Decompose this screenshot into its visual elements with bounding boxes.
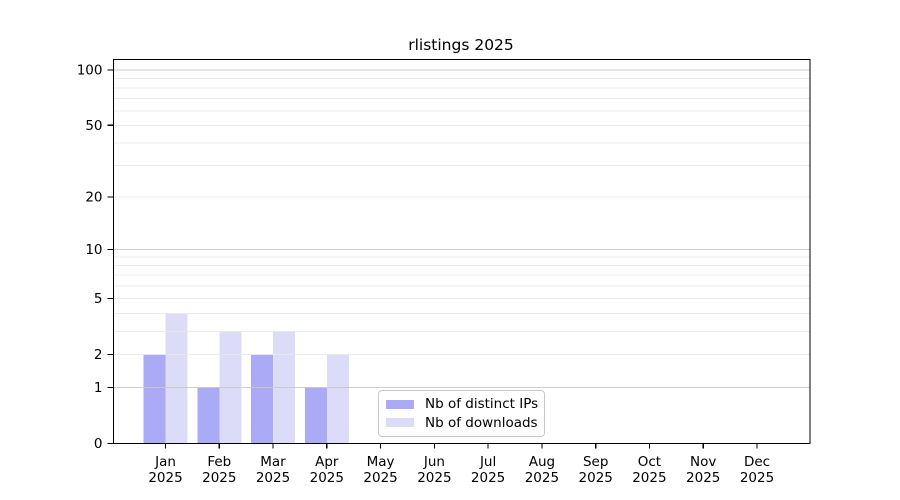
x-tick-label-mar: Mar 2025 <box>256 454 290 486</box>
chart-title: rlistings 2025 <box>408 36 514 54</box>
x-tick-label-aug: Aug 2025 <box>525 454 559 486</box>
legend-item: Nb of distinct IPs <box>386 396 538 412</box>
grid-layer <box>113 69 810 388</box>
bar-nb-of-downloads-jan <box>165 313 188 444</box>
y-tick-label: 20 <box>85 190 102 206</box>
x-tick-label-oct: Oct 2025 <box>632 454 666 486</box>
x-tick-label-jan: Jan 2025 <box>148 454 182 486</box>
y-tick-label: 2 <box>94 347 103 363</box>
axes-layer: 0 1 2 5 10 20 50 100 Jan 2025 Feb 2025 Mar 2025 Apr 202… <box>77 58 811 486</box>
bar-nb-of-distinct-ips-feb <box>197 387 220 444</box>
bar-nb-of-distinct-ips-jan <box>143 354 166 444</box>
y-tick-label: 5 <box>94 291 103 307</box>
legend-label: Nb of distinct IPs <box>425 396 539 413</box>
bar-nb-of-distinct-ips-mar <box>251 354 273 444</box>
legend: Nb of distinct IPs Nb of downloads <box>378 390 545 437</box>
x-tick-label-sep: Sep 2025 <box>579 454 613 486</box>
x-tick-label-feb: Feb 2025 <box>202 454 236 486</box>
y-tick-label: 10 <box>85 242 102 258</box>
legend-item: Nb of downloads <box>386 415 538 431</box>
x-tick-label-apr: Apr 2025 <box>310 454 344 486</box>
legend-swatch-distinct-ips <box>386 399 414 409</box>
plot-frame <box>112 58 811 445</box>
y-tick-label: 1 <box>94 380 103 396</box>
legend-swatch-downloads <box>386 418 414 428</box>
bar-nb-of-distinct-ips-apr <box>304 387 327 444</box>
y-tick-label: 50 <box>85 118 102 134</box>
x-tick-label-jun: Jun 2025 <box>417 454 451 486</box>
y-tick-label: 100 <box>77 63 103 79</box>
legend-label: Nb of downloads <box>425 414 538 431</box>
x-tick-label-jul: Jul 2025 <box>471 454 505 486</box>
bar-nb-of-downloads-apr <box>326 354 349 444</box>
x-tick-label-may: May 2025 <box>363 454 397 486</box>
x-tick-label-dec: Dec 2025 <box>740 454 774 486</box>
bars-layer <box>143 313 349 444</box>
x-tick-label-nov: Nov 2025 <box>686 454 720 486</box>
y-tick-label: 0 <box>94 436 103 452</box>
